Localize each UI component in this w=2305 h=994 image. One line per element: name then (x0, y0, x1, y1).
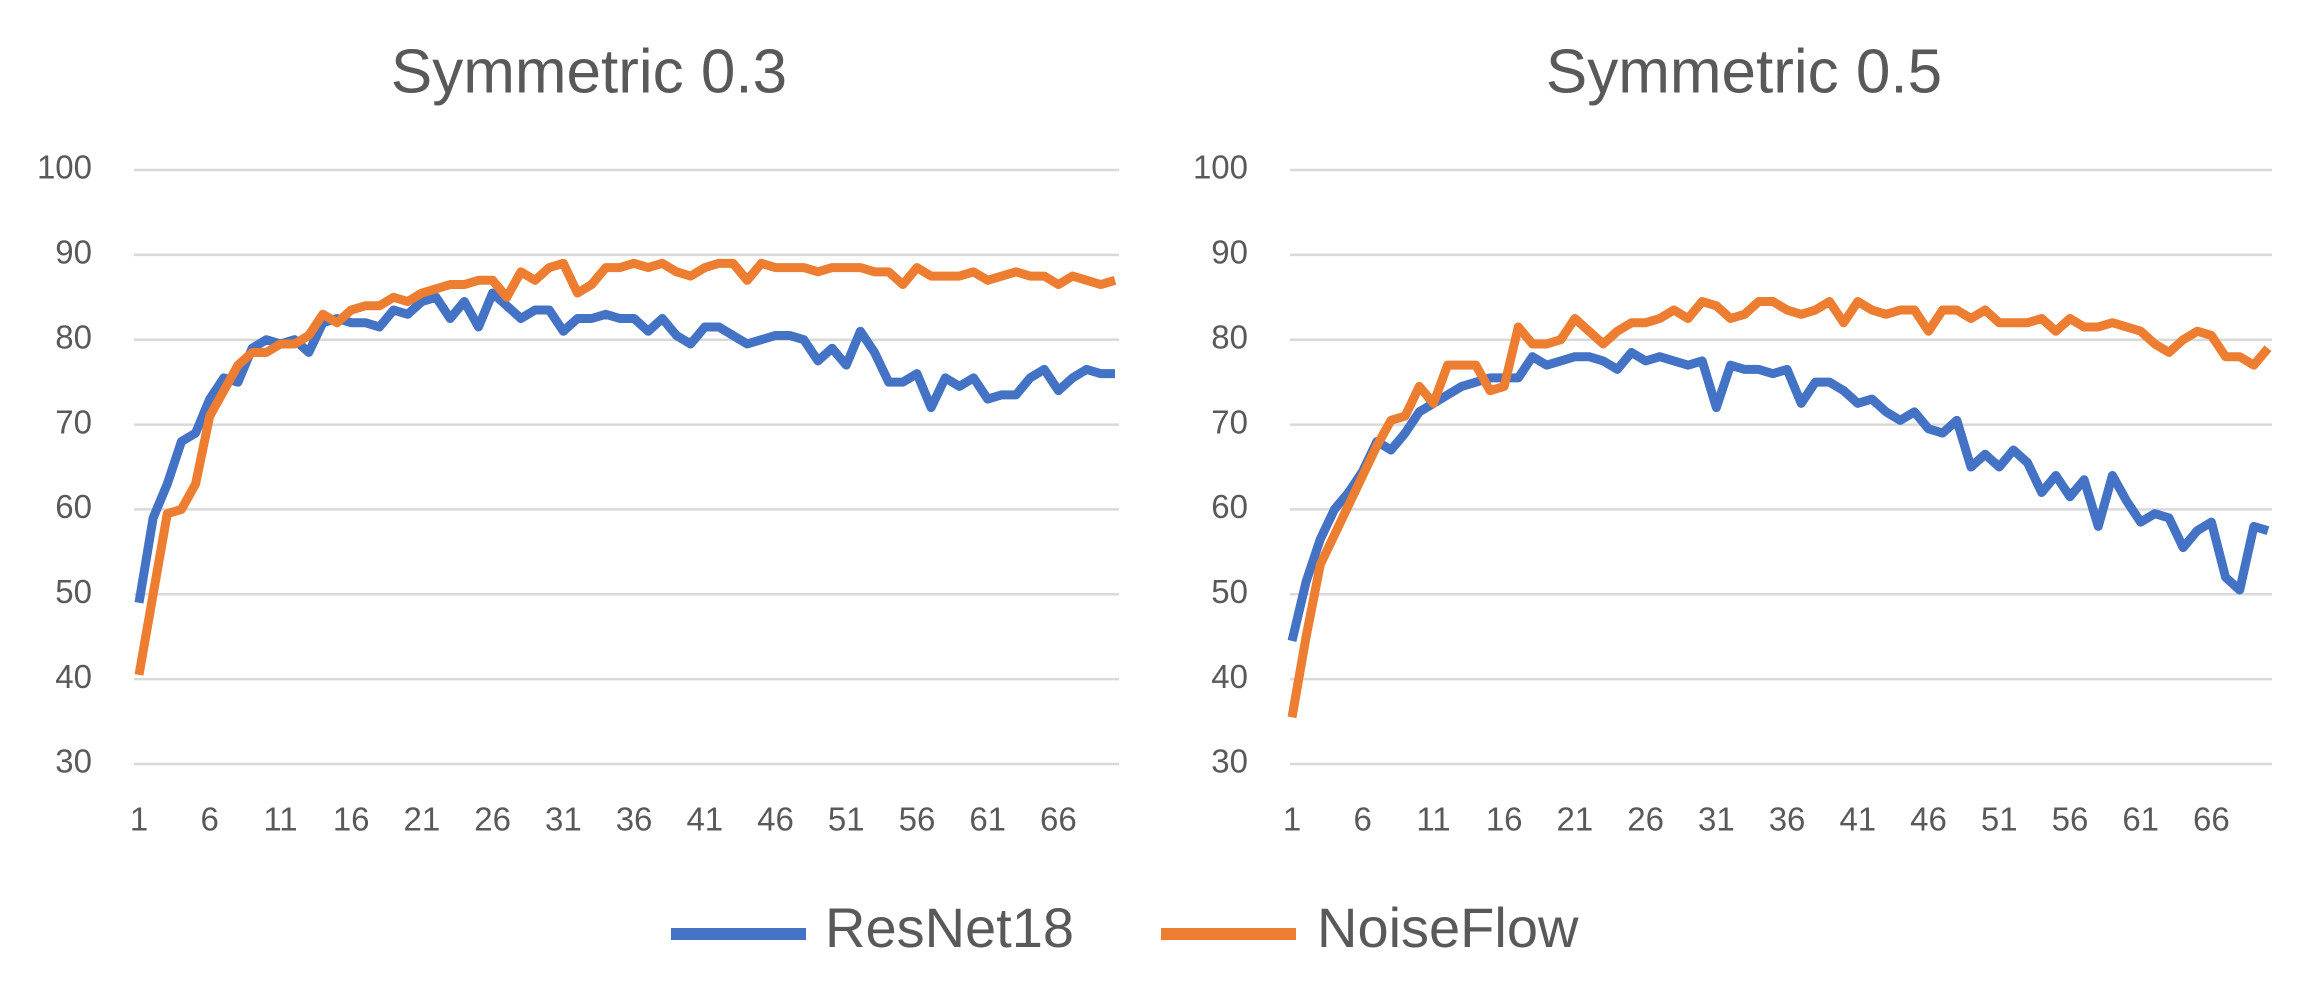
x-tick-label: 26 (474, 801, 511, 838)
x-tick-label: 51 (828, 801, 865, 838)
y-tick-label: 80 (1211, 318, 1248, 355)
line-series (134, 288, 1115, 604)
y-tick-label: 60 (1211, 488, 1248, 525)
y-tick-label: 100 (1193, 149, 1248, 186)
x-tick-label: 56 (2052, 801, 2089, 838)
legend-label: NoiseFlow (1317, 896, 1579, 959)
x-tick-label: 36 (616, 801, 653, 838)
x-tick-label: 6 (1354, 801, 1372, 838)
x-tick-label: 11 (1416, 801, 1450, 838)
y-tick-label: 30 (1211, 743, 1248, 780)
x-tick-label: 66 (2193, 801, 2230, 838)
y-tick-label: 90 (55, 234, 92, 271)
x-tick-label: 1 (1283, 801, 1301, 838)
x-tick-label: 41 (1839, 801, 1876, 838)
x-tick-label: 41 (686, 801, 723, 838)
y-tick-label: 40 (55, 658, 92, 695)
x-tick-label: 31 (1698, 801, 1735, 838)
x-tick-label: 56 (899, 801, 936, 838)
y-tick-label: 40 (1211, 658, 1248, 695)
y-tick-label: 70 (55, 403, 92, 440)
y-tick-label: 90 (1211, 234, 1248, 271)
y-tick-label: 60 (55, 488, 92, 525)
x-tick-label: 21 (404, 801, 441, 838)
line-series (134, 258, 1117, 676)
chart-title: Symmetric 0.3 (391, 37, 787, 106)
x-tick-label: 61 (2122, 801, 2159, 838)
x-tick-label: 16 (333, 801, 370, 838)
y-tick-label: 100 (37, 149, 92, 186)
legend-label: ResNet18 (825, 896, 1074, 959)
x-tick-label: 36 (1769, 801, 1806, 838)
chart-title: Symmetric 0.5 (1546, 37, 1942, 106)
x-tick-label: 6 (201, 801, 219, 838)
line-series (1287, 347, 2270, 643)
x-tick-label: 16 (1486, 801, 1523, 838)
x-tick-label: 11 (263, 801, 297, 838)
x-tick-label: 51 (1981, 801, 2018, 838)
x-tick-label: 66 (1040, 801, 1077, 838)
y-tick-label: 50 (1211, 573, 1248, 610)
x-tick-label: 46 (1910, 801, 1947, 838)
y-tick-label: 70 (1211, 403, 1248, 440)
x-tick-label: 46 (757, 801, 794, 838)
y-tick-label: 80 (55, 318, 92, 355)
x-tick-label: 61 (969, 801, 1006, 838)
y-tick-label: 50 (55, 573, 92, 610)
y-tick-label: 30 (55, 743, 92, 780)
x-tick-label: 26 (1627, 801, 1664, 838)
x-tick-label: 1 (130, 801, 148, 838)
x-tick-label: 21 (1557, 801, 1594, 838)
x-tick-label: 31 (545, 801, 582, 838)
line-series (1287, 297, 2272, 719)
